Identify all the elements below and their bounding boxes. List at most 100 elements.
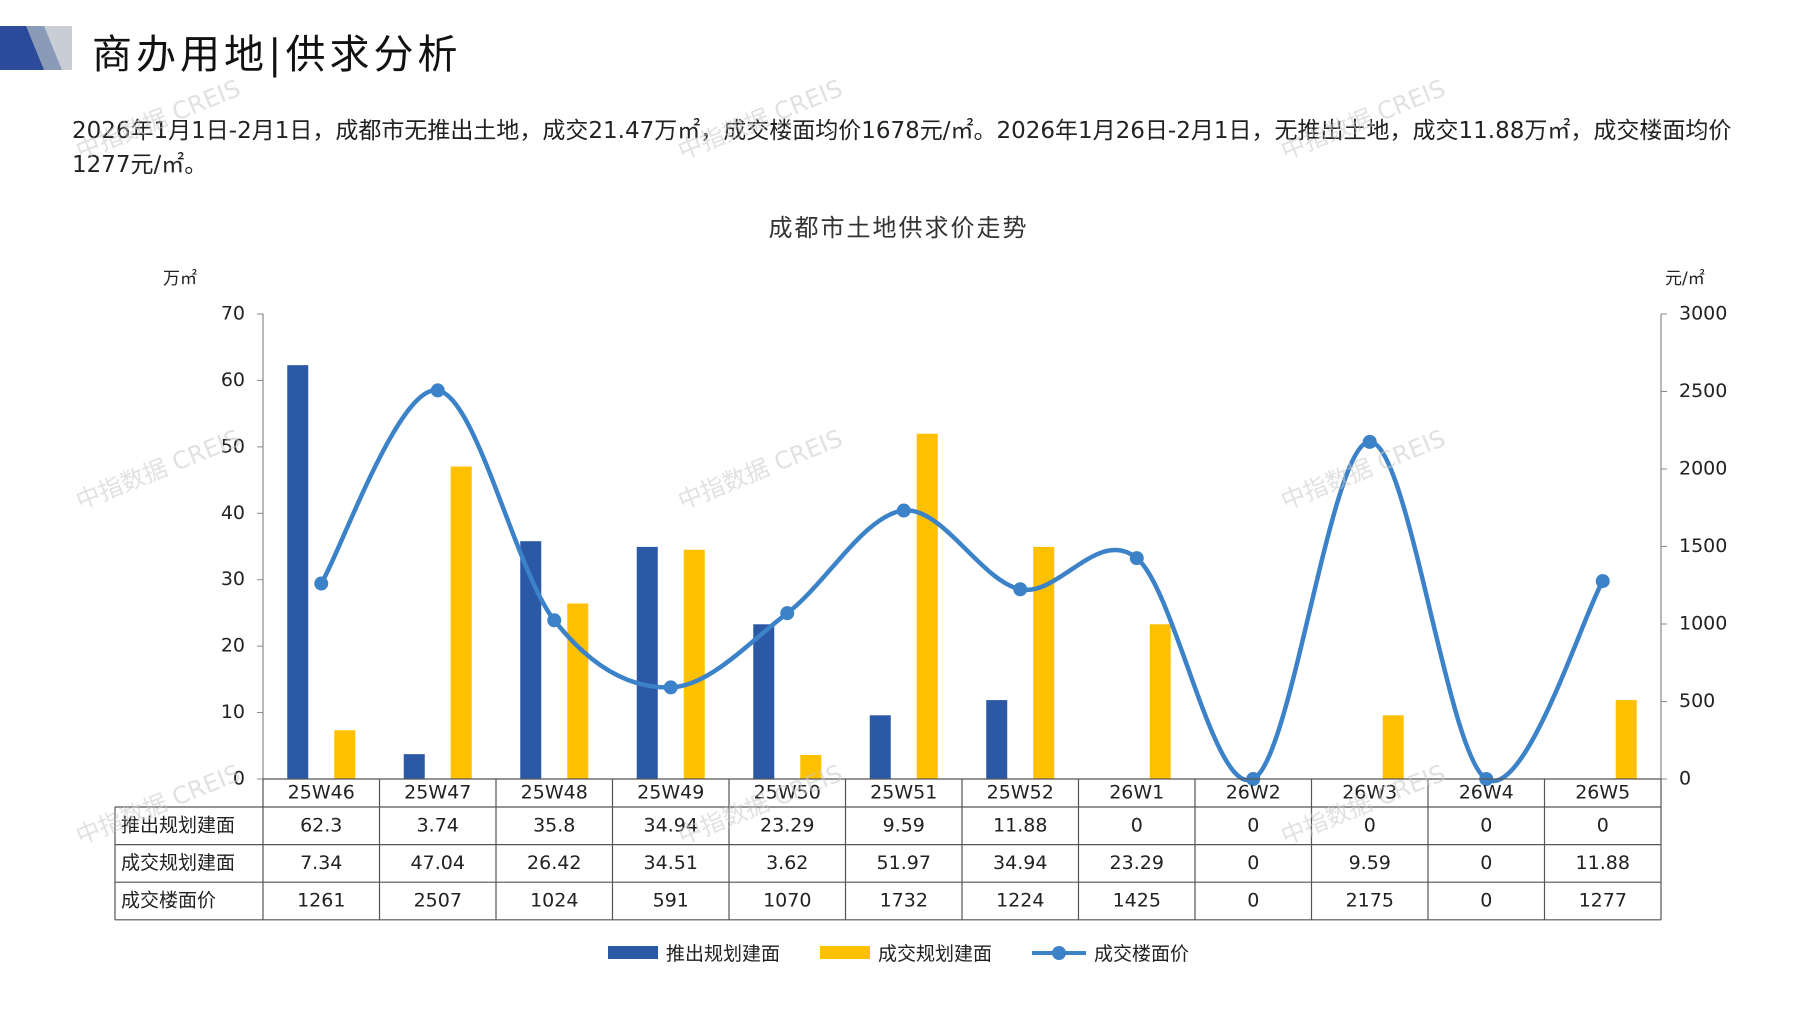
data-label: 47.04 bbox=[411, 852, 465, 874]
data-label: 9.59 bbox=[883, 814, 925, 836]
bar-supply bbox=[869, 715, 891, 779]
data-label: 0 bbox=[1480, 814, 1492, 836]
data-label: 62.3 bbox=[300, 814, 342, 836]
data-label: 0 bbox=[1480, 890, 1492, 912]
bar-deal bbox=[1615, 700, 1637, 779]
data-label: 0 bbox=[1247, 890, 1259, 912]
x-tick-label: 25W49 bbox=[637, 782, 704, 804]
data-label: 1425 bbox=[1113, 890, 1161, 912]
data-label: 34.94 bbox=[993, 852, 1047, 874]
data-label: 34.51 bbox=[644, 852, 698, 874]
left-tick-label: 40 bbox=[221, 502, 245, 524]
data-label: 0 bbox=[1131, 814, 1143, 836]
page-title: 商办用地|供求分析 bbox=[92, 32, 462, 78]
bar-deal bbox=[567, 603, 589, 779]
price-point bbox=[1362, 434, 1377, 449]
left-tick-label: 10 bbox=[221, 701, 245, 723]
data-label: 26.42 bbox=[527, 852, 581, 874]
legend-label-price: 成交楼面价 bbox=[1094, 943, 1190, 965]
legend-swatch-deal bbox=[819, 946, 870, 959]
x-tick-label: 26W2 bbox=[1226, 782, 1281, 804]
x-tick-label: 26W1 bbox=[1109, 782, 1164, 804]
data-label: 11.88 bbox=[993, 814, 1047, 836]
data-label: 7.34 bbox=[300, 852, 342, 874]
right-tick-label: 2000 bbox=[1679, 458, 1727, 480]
bar-deal bbox=[800, 754, 822, 779]
data-label: 0 bbox=[1364, 814, 1376, 836]
bar-deal bbox=[1382, 715, 1404, 779]
bar-deal bbox=[683, 549, 705, 779]
chart-title: 成都市土地供求价走势 bbox=[768, 214, 1029, 242]
data-label: 0 bbox=[1247, 814, 1259, 836]
summary-text: 2026年1月1日-2月1日，成都市无推出土地，成交21.47万㎡，成交楼面均价… bbox=[72, 118, 1732, 178]
x-tick-label: 25W51 bbox=[870, 782, 937, 804]
data-label: 51.97 bbox=[877, 852, 931, 874]
legend-label-supply: 推出规划建面 bbox=[665, 943, 780, 965]
header-logo-shape bbox=[0, 26, 72, 70]
legend-item-supply: 推出规划建面 bbox=[607, 939, 780, 966]
data-label: 3.62 bbox=[766, 852, 808, 874]
price-point bbox=[780, 606, 795, 621]
data-label: 2507 bbox=[414, 890, 462, 912]
price-point bbox=[1595, 574, 1610, 589]
price-point bbox=[430, 383, 445, 398]
bar-supply bbox=[753, 624, 775, 779]
left-tick-label: 70 bbox=[221, 303, 245, 325]
right-tick-label: 3000 bbox=[1679, 303, 1727, 325]
left-tick-label: 20 bbox=[221, 635, 245, 657]
data-label: 1277 bbox=[1579, 890, 1627, 912]
bar-deal bbox=[450, 466, 472, 779]
right-axis-unit: 元/㎡ bbox=[1665, 269, 1705, 289]
data-label: 1732 bbox=[880, 890, 928, 912]
data-label: 1261 bbox=[297, 890, 345, 912]
bar-deal bbox=[916, 433, 938, 779]
table-row-header: 推出规划建面 bbox=[121, 814, 235, 836]
bar-supply bbox=[986, 700, 1008, 779]
right-tick-label: 500 bbox=[1679, 690, 1715, 712]
right-tick-label: 1500 bbox=[1679, 535, 1727, 557]
data-label: 34.94 bbox=[644, 814, 698, 836]
right-tick-label: 2500 bbox=[1679, 380, 1727, 402]
data-label: 591 bbox=[653, 890, 689, 912]
x-tick-label: 26W4 bbox=[1459, 782, 1514, 804]
data-label: 1224 bbox=[996, 890, 1044, 912]
price-point bbox=[314, 576, 329, 591]
price-line bbox=[319, 388, 1605, 784]
legend-label-deal: 成交规划建面 bbox=[877, 943, 992, 965]
price-point bbox=[1129, 551, 1144, 566]
legend-swatch-supply bbox=[607, 946, 658, 959]
bar-supply bbox=[287, 365, 309, 779]
x-tick-label: 25W46 bbox=[288, 782, 355, 804]
legend-swatch-price bbox=[1032, 945, 1086, 960]
data-label: 9.59 bbox=[1349, 852, 1391, 874]
left-tick-label: 30 bbox=[221, 568, 245, 590]
data-label: 23.29 bbox=[760, 814, 814, 836]
legend: 推出规划建面 成交规划建面 成交楼面价 bbox=[0, 939, 1797, 966]
data-label: 0 bbox=[1597, 814, 1609, 836]
legend-item-price: 成交楼面价 bbox=[1032, 939, 1189, 966]
bar-supply bbox=[636, 546, 658, 779]
price-point bbox=[547, 613, 562, 628]
legend-item-deal: 成交规划建面 bbox=[819, 939, 992, 966]
x-tick-label: 25W52 bbox=[987, 782, 1054, 804]
left-axis-unit: 万㎡ bbox=[163, 269, 197, 289]
bar-deal bbox=[334, 730, 356, 779]
x-tick-label: 26W3 bbox=[1342, 782, 1397, 804]
left-tick-label: 0 bbox=[233, 768, 245, 790]
data-label: 2175 bbox=[1346, 890, 1394, 912]
table-row-header: 成交楼面价 bbox=[121, 890, 216, 912]
bar-supply bbox=[403, 754, 425, 779]
x-tick-label: 25W48 bbox=[521, 782, 588, 804]
price-point bbox=[663, 680, 678, 695]
data-label: 3.74 bbox=[417, 814, 459, 836]
table-row-header: 成交规划建面 bbox=[121, 852, 235, 874]
data-label: 11.88 bbox=[1576, 852, 1630, 874]
data-label: 1070 bbox=[763, 890, 811, 912]
x-tick-label: 26W5 bbox=[1575, 782, 1630, 804]
price-point bbox=[1013, 582, 1028, 597]
data-label: 23.29 bbox=[1110, 852, 1164, 874]
data-label: 35.8 bbox=[533, 814, 575, 836]
price-point bbox=[896, 503, 911, 518]
data-label: 0 bbox=[1480, 852, 1492, 874]
